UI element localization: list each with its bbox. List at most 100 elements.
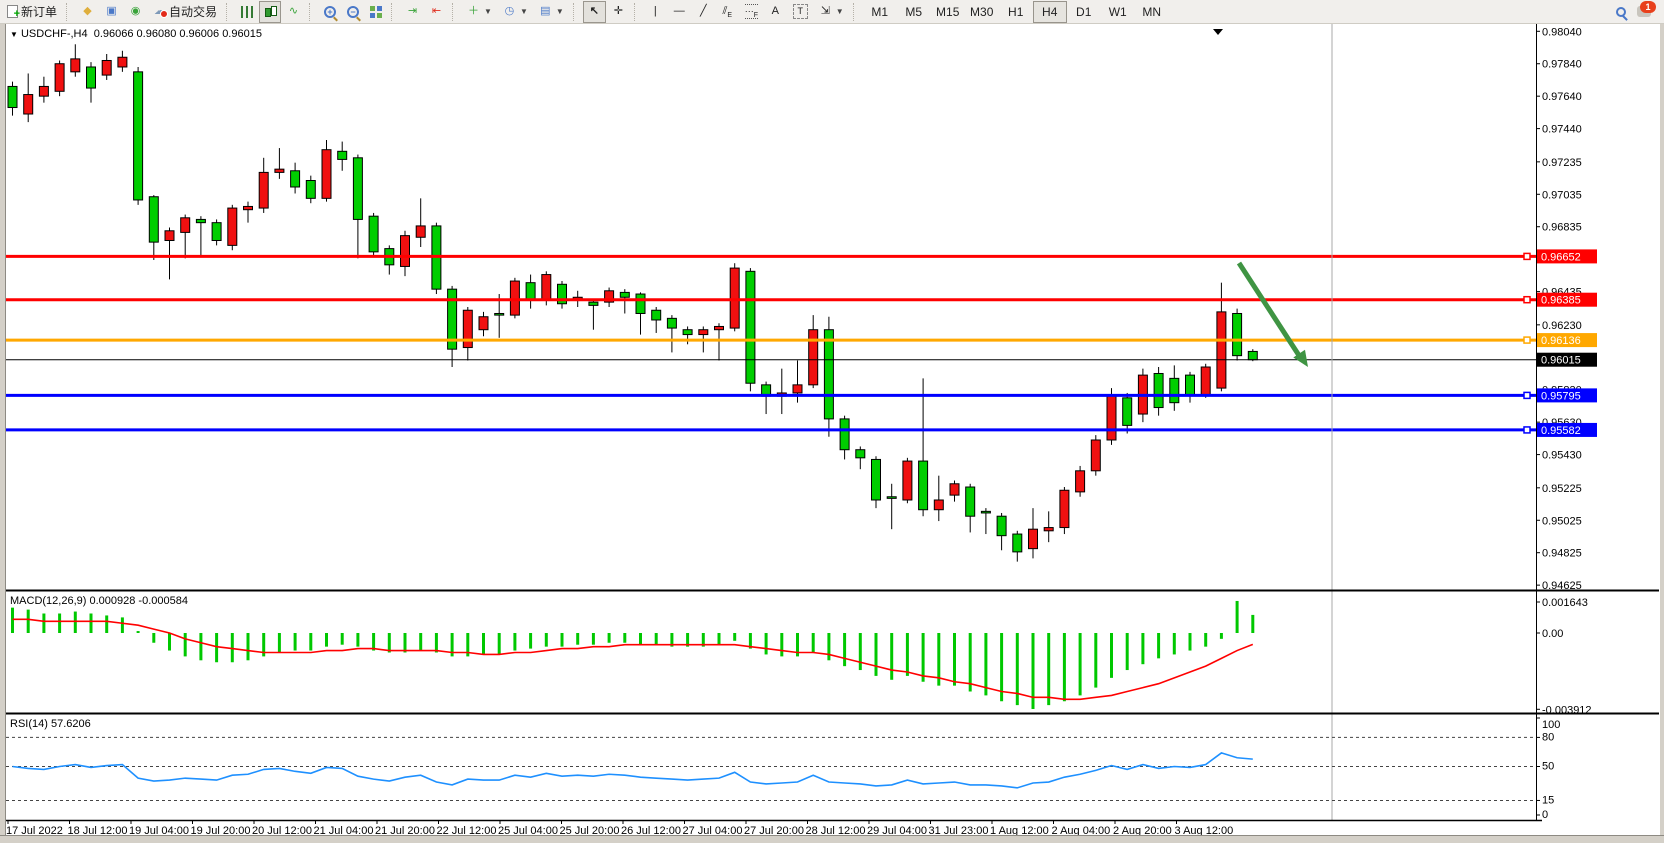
candle (274, 168, 285, 173)
timeframe-button-M15[interactable]: M15 (936, 4, 960, 19)
price-badge (1537, 292, 1597, 307)
date-tick-label: 31 Jul 23:00 (929, 825, 989, 836)
tile-windows-icon (370, 5, 383, 18)
candle (290, 170, 301, 188)
chart-canvas[interactable]: 0.98040 0.97840 0.97640 0.97440 0.97235 0.970… (6, 24, 1660, 837)
text-label-button[interactable]: T (788, 1, 813, 23)
line-handle[interactable] (1523, 336, 1531, 344)
equidistant-channel-button[interactable]: ⫽E (716, 1, 739, 23)
crosshair-button[interactable]: ✛ (607, 1, 630, 23)
arrows-button[interactable]: ⇲ ▼ (814, 1, 849, 23)
horizontal-line-button[interactable]: — (668, 1, 691, 23)
candle (494, 312, 505, 316)
dropdown-arrow-icon: ▼ (484, 7, 492, 16)
dropdown-arrow-icon: ▼ (519, 7, 528, 16)
text-button[interactable]: A (764, 1, 787, 23)
timeframe-button-H1[interactable]: H1 (1008, 4, 1024, 19)
vertical-line-icon: | (653, 5, 657, 17)
price-badge-label: 0.96015 (1541, 355, 1581, 367)
timeframe-button-H4[interactable]: H4 (1032, 0, 1067, 23)
chart-shift-button[interactable]: ⇤ (425, 1, 448, 23)
indicators-button[interactable]: ＋ ▼ (462, 1, 497, 23)
timeframe-button-W1[interactable]: W1 (1108, 4, 1127, 19)
tile-windows-button[interactable] (365, 1, 387, 23)
trendline-button[interactable]: ╱ (692, 1, 715, 23)
candle (902, 460, 913, 501)
candle (164, 230, 175, 242)
chart-collapse-icon[interactable]: ▼ (10, 30, 18, 39)
periods-button[interactable]: ◷ ▼ (498, 1, 533, 23)
notifications-button[interactable]: 1 (1632, 1, 1656, 23)
timeframe-button-MN[interactable]: MN (1142, 4, 1162, 19)
candle (588, 301, 599, 306)
text-label-icon: T (792, 4, 808, 19)
signals-icon: ▣ (106, 5, 117, 17)
cursor-button[interactable]: ↖ (582, 0, 606, 23)
fibonacci-icon: ⋯F (744, 4, 759, 19)
zoom-out-button[interactable]: − (342, 1, 364, 23)
toolbar-separator (852, 2, 859, 21)
timeframe-button-D1[interactable]: D1 (1076, 4, 1092, 19)
timeframe-button-M30[interactable]: M30 (970, 4, 994, 19)
candle (996, 515, 1007, 537)
price-badge-label: 0.96136 (1541, 335, 1581, 347)
candle (352, 157, 363, 220)
autotrading-icon: ☁ (154, 5, 169, 18)
candle (1169, 377, 1180, 404)
fibonacci-button[interactable]: ⋯F (740, 1, 763, 23)
line-handle[interactable] (1523, 426, 1531, 434)
arrow-annotation[interactable] (1236, 261, 1303, 359)
pane-divider-macd[interactable] (6, 588, 1542, 592)
candlestick-chart-button[interactable] (259, 0, 282, 23)
bar-chart-button[interactable] (236, 1, 258, 23)
candle (1075, 470, 1086, 493)
autotrading-button[interactable]: ☁ 自动交易 (148, 1, 222, 23)
auto-scroll-button[interactable]: ⇥ (401, 1, 424, 23)
pane-divider-rsi[interactable] (6, 711, 1542, 715)
signals-button[interactable]: ▣ (100, 1, 123, 23)
new-order-button[interactable]: 新订单 (2, 1, 62, 23)
candle (745, 270, 756, 384)
candle (525, 282, 536, 302)
chart-marker-icon (1213, 29, 1223, 35)
toolbar-separator (66, 2, 72, 21)
candle (337, 150, 348, 160)
price-tick-label: 0.95225 (1542, 483, 1582, 495)
rsi-tick-label: 15 (1542, 794, 1554, 806)
chart-title-symbol: USDCHF-,H4 (20, 28, 88, 40)
arrow-head (1293, 349, 1308, 367)
equidistant-channel-icon: ⫽E (722, 5, 733, 20)
line-handle[interactable] (1523, 252, 1531, 261)
search-button[interactable] (1611, 1, 1631, 23)
macd-tick-label: 0.001643 (1542, 597, 1588, 609)
candle (729, 267, 740, 329)
candle (666, 317, 677, 329)
candle (1122, 397, 1133, 426)
price-tick-label: 0.98040 (1542, 26, 1582, 38)
candle (965, 486, 976, 517)
candle (1059, 489, 1070, 529)
candle (478, 316, 489, 331)
zoom-in-button[interactable]: + (319, 1, 341, 23)
line-chart-button[interactable]: ∿ (282, 1, 305, 23)
date-tick-label: 21 Jul 04:00 (314, 825, 374, 836)
templates-button[interactable]: ▤ ▼ (534, 1, 569, 23)
market-button[interactable]: ◆ (76, 1, 99, 23)
rsi-line (12, 752, 1253, 789)
timeframe-button-M5[interactable]: M5 (905, 4, 923, 19)
candle (211, 222, 222, 242)
trendline-icon: ╱ (699, 5, 707, 17)
date-tick-label: 21 Jul 20:00 (375, 825, 435, 836)
zoom-in-icon: + (324, 5, 337, 18)
line-handle[interactable] (1523, 295, 1531, 304)
vps-button[interactable]: ◉ (124, 1, 147, 23)
candle (619, 291, 630, 298)
line-handle[interactable] (1523, 391, 1531, 400)
vertical-line-button[interactable]: | (644, 1, 667, 23)
toolbar-separator (452, 2, 458, 21)
text-icon: A (771, 5, 779, 17)
price-chart-svg[interactable]: 0.98040 0.97840 0.97640 0.97440 0.97235 0.970… (6, 24, 1660, 837)
timeframe-button-M1[interactable]: M1 (871, 4, 889, 19)
candle (918, 460, 929, 511)
candle (227, 207, 238, 246)
